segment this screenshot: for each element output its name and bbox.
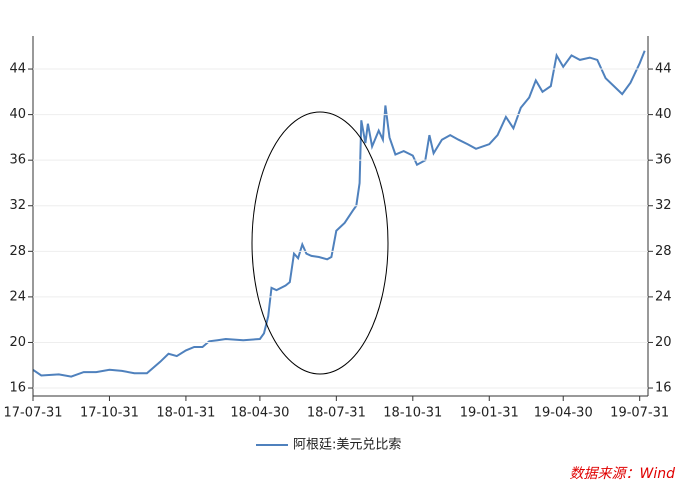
- legend-label: 阿根廷:美元兑比索: [293, 438, 401, 453]
- y2-tick-label: 40: [655, 107, 672, 122]
- x-tick-label: 18-10-31: [383, 406, 442, 421]
- x-tick-label: 18-04-30: [230, 406, 289, 421]
- highlight-ellipse: [251, 111, 389, 375]
- x-tick-label: 19-01-31: [460, 406, 519, 421]
- y2-tick-label: 24: [655, 289, 672, 304]
- x-tick-label: 17-10-31: [80, 406, 139, 421]
- y-tick-label: 44: [9, 62, 26, 77]
- y2-tick-label: 16: [655, 381, 672, 396]
- y-tick-label: 36: [9, 153, 26, 168]
- x-tick-label: 18-01-31: [156, 406, 215, 421]
- data-line: [32, 50, 646, 378]
- y-tick-label: 28: [9, 244, 26, 259]
- y2-tick-label: 28: [655, 244, 672, 259]
- y2-tick-label: 32: [655, 198, 672, 213]
- x-tick-label: 17-07-31: [3, 406, 62, 421]
- source-note: 数据来源：Wind: [570, 466, 676, 482]
- y-tick-label: 24: [9, 289, 26, 304]
- y2-tick-label: 20: [655, 335, 672, 350]
- y-tick-label: 20: [9, 335, 26, 350]
- x-tick-label: 19-07-31: [610, 406, 669, 421]
- x-tick-label: 18-07-31: [307, 406, 366, 421]
- x-tick-label: 19-04-30: [534, 406, 593, 421]
- y2-tick-label: 44: [655, 62, 672, 77]
- y-tick-label: 32: [9, 198, 26, 213]
- y-tick-label: 40: [9, 107, 26, 122]
- y-tick-label: 16: [9, 381, 26, 396]
- y2-tick-label: 36: [655, 153, 672, 168]
